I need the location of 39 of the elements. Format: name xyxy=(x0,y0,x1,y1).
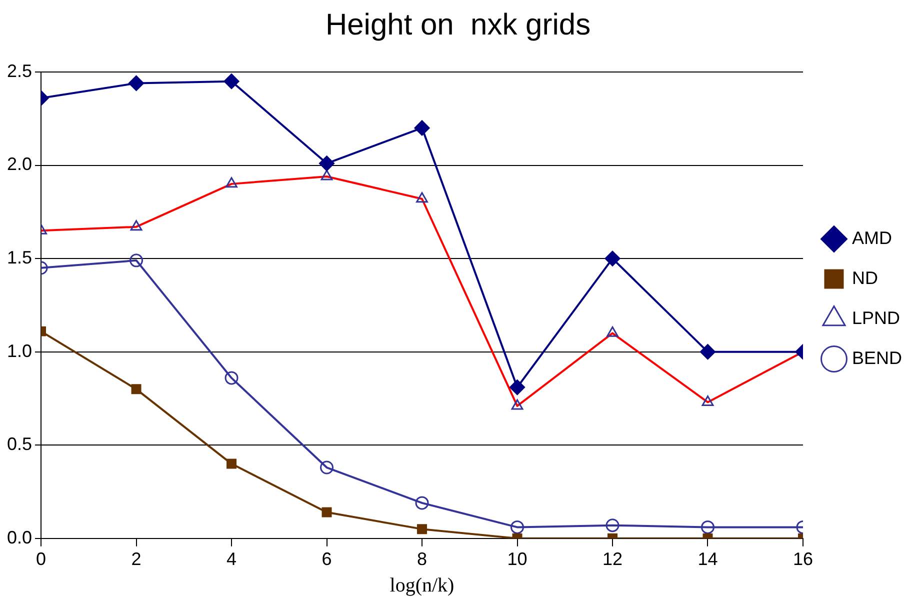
x-tick-label: 14 xyxy=(698,549,718,570)
x-tick-label: 4 xyxy=(226,549,237,570)
y-tick-label: 2.5 xyxy=(6,60,32,81)
point xyxy=(130,254,144,268)
legend-label: BEND xyxy=(852,348,902,368)
point xyxy=(320,460,334,474)
point xyxy=(606,518,620,532)
legend-label: AMD xyxy=(852,228,892,248)
point xyxy=(224,371,238,385)
x-tick-label: 2 xyxy=(131,549,142,570)
x-tick-label: 0 xyxy=(36,549,46,570)
point xyxy=(128,75,144,91)
point xyxy=(417,524,427,534)
y-tick-label: 1.0 xyxy=(6,340,32,361)
x-tick-label: 16 xyxy=(792,549,814,570)
point xyxy=(226,458,237,469)
point xyxy=(224,74,240,90)
legend-label: ND xyxy=(852,268,878,288)
y-tick-label: 1.5 xyxy=(6,248,32,268)
x-tick-label: 6 xyxy=(322,549,332,570)
point xyxy=(604,250,620,266)
point xyxy=(414,120,430,136)
x-tick-label: 8 xyxy=(417,549,428,570)
x-axis-title: log(n/k) xyxy=(390,574,454,596)
y-tick-label: 2.0 xyxy=(6,154,32,174)
point xyxy=(415,496,429,510)
point xyxy=(700,344,716,360)
x-tick-label: 10 xyxy=(507,549,528,570)
point xyxy=(319,156,335,172)
point xyxy=(510,520,524,534)
point xyxy=(510,380,526,396)
y-tick-label: 0.0 xyxy=(6,527,32,548)
point xyxy=(700,520,714,534)
x-tick-label: 12 xyxy=(602,549,623,570)
legend-label: LPND xyxy=(852,308,900,328)
point xyxy=(322,507,332,518)
chart-title: Height on nxk grids xyxy=(325,8,591,42)
y-tick-label: 0.5 xyxy=(6,434,32,454)
point xyxy=(131,384,142,394)
